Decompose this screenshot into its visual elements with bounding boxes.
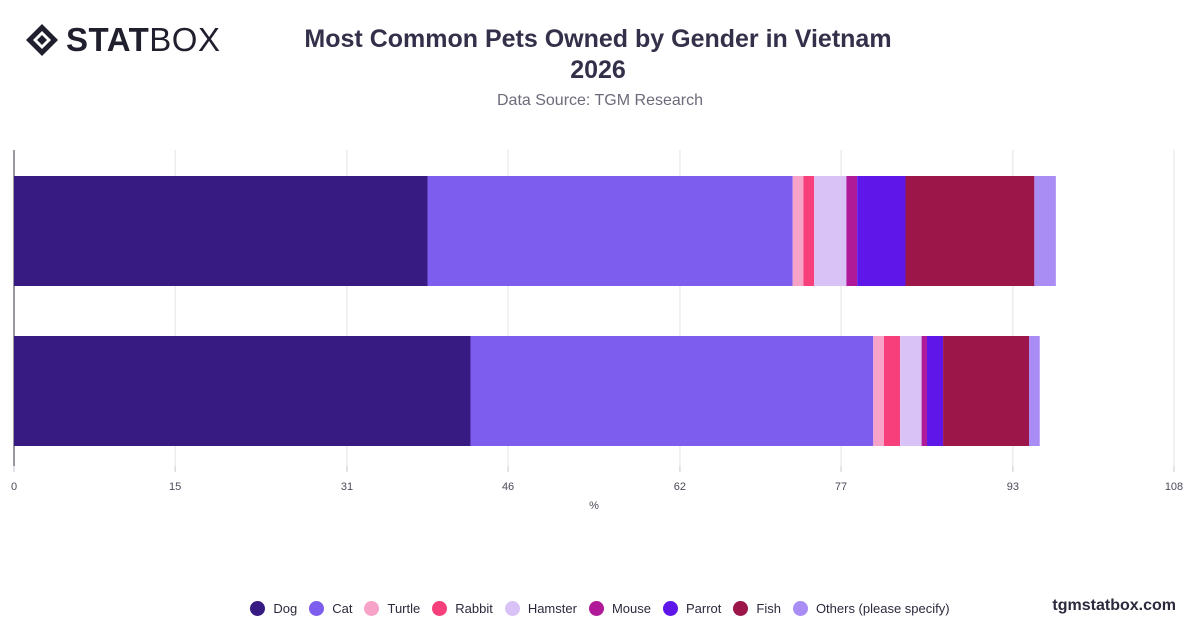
legend-label: Others (please specify) — [815, 601, 950, 616]
x-axis-label: % — [589, 500, 599, 512]
legend-label: Cat — [332, 601, 353, 616]
legend-label: Turtle — [387, 601, 421, 616]
legend-label: Parrot — [685, 601, 722, 616]
bar-segment — [14, 336, 471, 446]
bar-segment — [814, 176, 847, 286]
legend-item[interactable]: Others (please specify) — [792, 601, 950, 616]
legend-label: Rabbit — [455, 601, 493, 616]
bar-segment — [921, 336, 927, 446]
x-tick-label: 108 — [1165, 481, 1183, 493]
x-tick-label: 0 — [11, 481, 17, 493]
bar-segment — [884, 336, 901, 446]
legend-item[interactable]: Parrot — [662, 601, 722, 616]
legend-swatch — [309, 601, 325, 616]
watermark: tgmstatbox.com — [1052, 597, 1176, 614]
stacked-bar-chart: 0 15 31 46 62 77 93 108% — [11, 150, 1183, 512]
bar-segment — [803, 176, 815, 286]
legend-item[interactable]: Cat — [309, 601, 352, 616]
bar-segment — [873, 336, 884, 446]
chart-legend: Dog Cat Turtle Rabbit Hamster Mouse Parrot Fish… — [0, 601, 1200, 616]
legend-swatch — [733, 601, 749, 616]
bar-segment — [1034, 176, 1056, 286]
bar-segment — [1029, 336, 1040, 446]
bar-segment — [926, 336, 944, 446]
legend-label: Fish — [756, 601, 781, 616]
bar-segment — [900, 336, 922, 446]
bar-segment — [943, 336, 1029, 446]
x-tick-label: 15 — [169, 481, 181, 493]
legend-swatch — [432, 601, 448, 616]
legend-swatch — [792, 601, 808, 616]
legend-item[interactable]: Rabbit — [432, 601, 493, 616]
logo-text: STATBOX — [66, 22, 220, 58]
bar-segment — [792, 176, 804, 286]
legend-label: Dog — [273, 601, 298, 616]
chart-title-line2: 2026 — [570, 56, 626, 84]
legend-item[interactable]: Mouse — [588, 601, 651, 616]
legend-item[interactable]: Fish — [733, 601, 781, 616]
logo-text-bold: STAT — [66, 21, 150, 58]
bar-segment — [905, 176, 1035, 286]
x-tick-label: 62 — [674, 481, 686, 493]
bar-segment — [846, 176, 858, 286]
legend-label: Mouse — [611, 601, 651, 616]
bar-segment — [427, 176, 793, 286]
statbox-logo: STATBOX — [24, 22, 220, 58]
legend-item[interactable]: Turtle — [364, 601, 420, 616]
logo-text-light: BOX — [149, 21, 221, 58]
legend-swatch — [504, 601, 520, 616]
x-tick-label: 93 — [1007, 481, 1019, 493]
legend-swatch — [588, 601, 604, 616]
bar-segment — [14, 176, 428, 286]
x-tick-label: 46 — [502, 481, 514, 493]
legend-label: Hamster — [527, 601, 577, 616]
legend-swatch — [662, 601, 678, 616]
statbox-diamond-icon — [26, 24, 58, 56]
x-tick-label: 31 — [341, 481, 353, 493]
legend-swatch — [250, 601, 266, 616]
legend-item[interactable]: Hamster — [504, 601, 577, 616]
chart-title: Most Common Pets Owned by Gender in Viet… — [0, 24, 1196, 86]
x-tick-label: 77 — [835, 481, 847, 493]
legend-item[interactable]: Dog — [250, 601, 297, 616]
chart-subtitle: Data Source: TGM Research — [496, 92, 703, 109]
chart-title-line1: Most Common Pets Owned by Gender in Viet… — [304, 25, 892, 53]
bar-segment — [857, 176, 906, 286]
legend-swatch — [364, 601, 380, 616]
bar-segment — [470, 336, 874, 446]
